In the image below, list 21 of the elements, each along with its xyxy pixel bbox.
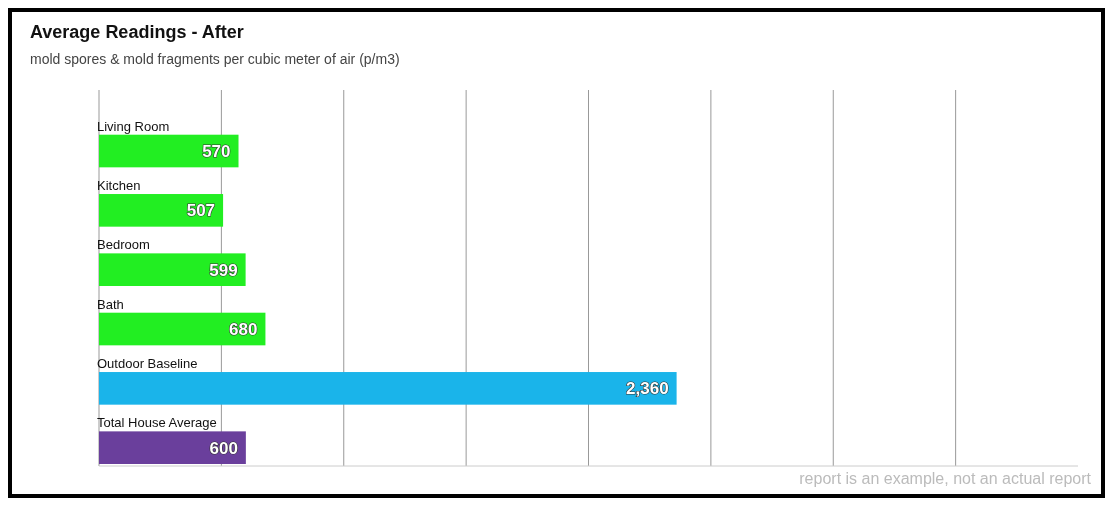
bar [99,312,266,346]
chart-subtitle: mold spores & mold fragments per cubic meter of air (p/m3) [30,51,400,67]
y-tick-label: Total House Average [97,415,217,431]
y-tick-label: Outdoor Baseline [97,356,198,372]
y-tick-label: Kitchen [97,178,141,194]
data-label: 570 [202,142,231,162]
y-tick-label: Bedroom [97,237,150,253]
bar [99,194,224,227]
chart-title: Average Readings - After [30,22,244,42]
data-label: 600 [209,438,238,458]
data-label: 599 [209,260,238,280]
data-label: 2,360 [626,379,669,399]
bar [99,431,246,464]
data-label: 680 [229,320,258,340]
y-tick-label: Living Room [97,118,170,134]
y-tick-label: Bath [97,296,124,312]
text: report is an example, not an actual report [799,470,1092,487]
data-label: 507 [186,201,216,221]
bar [99,134,239,168]
bar [99,253,246,286]
bar [99,372,677,405]
